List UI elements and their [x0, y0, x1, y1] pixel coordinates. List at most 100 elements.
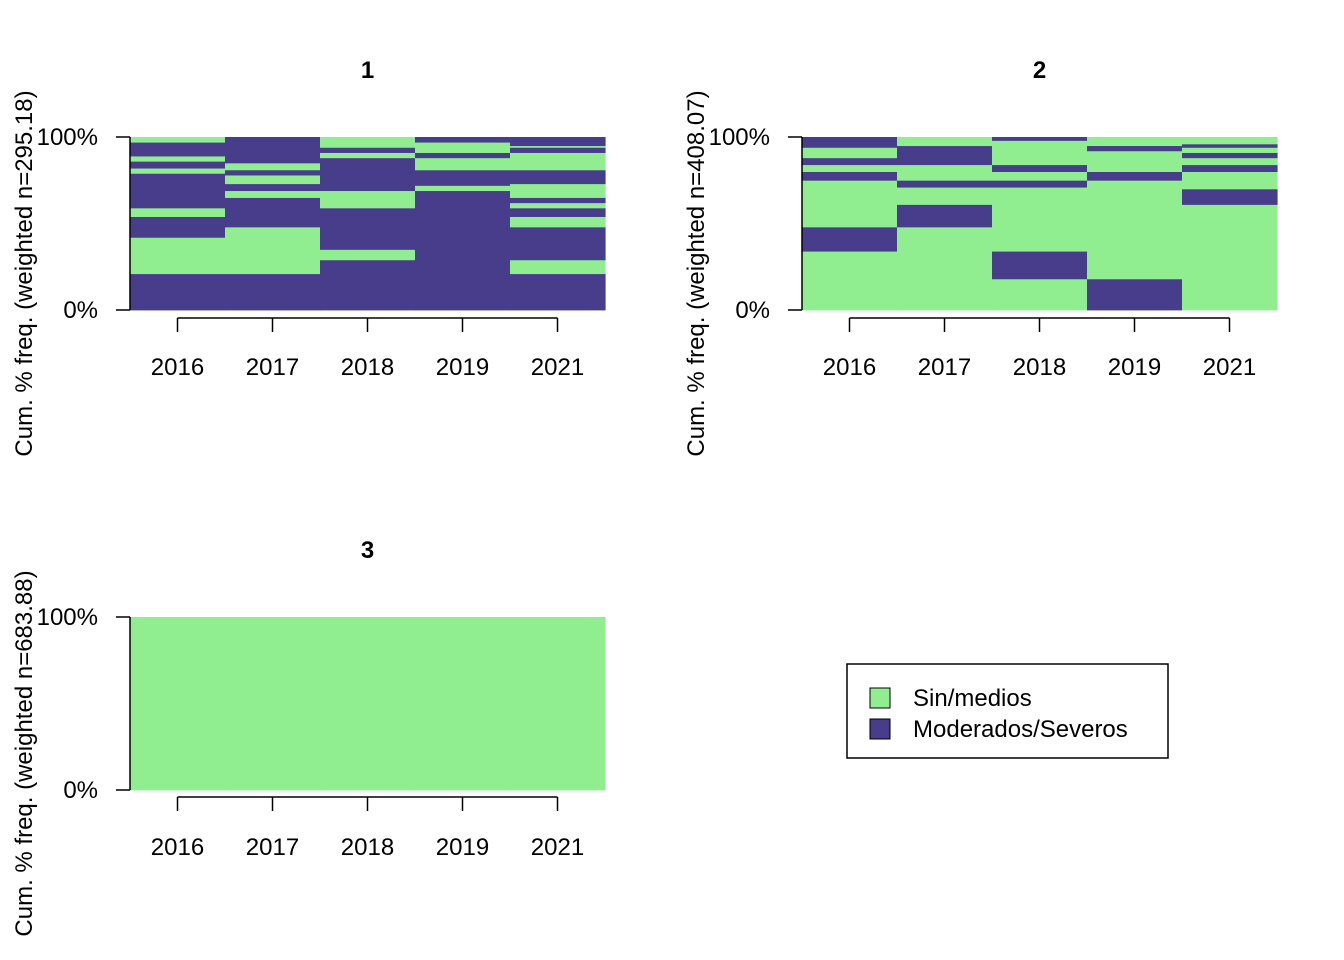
bar-segment-2018-6 — [320, 147, 416, 153]
bar-segment-2021-0 — [510, 273, 606, 311]
bar-segment-2021-7 — [1182, 143, 1278, 148]
panel-title: 1 — [361, 57, 374, 84]
bar-segment-2016-0 — [130, 617, 226, 791]
bar-segment-2016-5 — [130, 168, 226, 174]
bar-segment-2019-1 — [1087, 180, 1183, 280]
y-tick-label-0: 0% — [63, 777, 98, 804]
legend-swatch-0 — [869, 687, 891, 709]
bar-segment-2018-6 — [992, 140, 1088, 166]
bar-segment-2017-1 — [225, 226, 321, 275]
y-tick-label-0: 0% — [63, 297, 98, 324]
x-tick-label-2016: 2016 — [151, 834, 204, 861]
bar-segment-2017-0 — [225, 617, 321, 791]
bar-segment-2018-7 — [320, 137, 416, 148]
bar-segment-2019-0 — [415, 190, 511, 311]
bar-segment-2021-3 — [1182, 164, 1278, 172]
bar-segment-2021-9 — [510, 152, 606, 171]
bar-segment-2018-7 — [992, 137, 1088, 141]
bar-segment-2017-4 — [897, 164, 993, 181]
bar-segment-2016-1 — [802, 226, 898, 252]
legend-label-0: Sin/medios — [913, 685, 1032, 712]
bar-segment-2019-4 — [1087, 145, 1183, 152]
bar-segment-2019-2 — [415, 169, 511, 186]
legend-label-1: Moderados/Severos — [913, 716, 1128, 743]
bar-segment-2016-6 — [802, 147, 898, 159]
bar-segment-2019-5 — [1087, 137, 1183, 147]
bar-segment-2017-0 — [897, 226, 993, 311]
panel-title: 3 — [361, 537, 374, 564]
bar-segment-2021-0 — [1182, 204, 1278, 311]
bar-segment-2019-2 — [1087, 171, 1183, 181]
y-axis-label: Cum. % freq. (weighted n=295.18) — [11, 90, 38, 456]
panel-2: 2 0% 100% 2016 2017 2018 2019 2021 Cum. % freq. … — [683, 57, 1278, 457]
bar-segment-2021-0 — [510, 617, 606, 791]
legend: Sin/medios Moderados/Severos — [846, 663, 1169, 759]
y-tick-label-1: 100% — [709, 124, 770, 151]
x-tick-label-2018: 2018 — [1013, 354, 1066, 381]
bar-segment-2019-6 — [415, 137, 511, 143]
bar-segment-2017-6 — [225, 169, 321, 176]
x-tick-label-2016: 2016 — [823, 354, 876, 381]
bar-segment-2021-2 — [1182, 171, 1278, 190]
bar-segment-2018-1 — [992, 251, 1088, 280]
bar-segment-2018-3 — [992, 180, 1088, 188]
bar-segment-2017-2 — [897, 187, 993, 205]
x-tick-label-2021: 2021 — [1203, 354, 1256, 381]
y-tick-label-1: 100% — [37, 124, 98, 151]
bar-segment-2016-3 — [130, 207, 226, 217]
bar-segment-2017-3 — [225, 190, 321, 198]
bar-segment-2018-3 — [320, 190, 416, 209]
y-axis-label: Cum. % freq. (weighted n=683.88) — [11, 570, 38, 936]
x-tick-label-2017: 2017 — [246, 834, 299, 861]
x-tick-label-2019: 2019 — [436, 834, 489, 861]
bar-segment-2021-10 — [510, 147, 606, 153]
bar-segment-2016-7 — [802, 137, 898, 148]
bar-segment-2021-6 — [1182, 147, 1278, 153]
bar-segment-2016-5 — [802, 157, 898, 166]
bar-segment-2021-3 — [510, 216, 606, 228]
bar-segment-2016-2 — [130, 216, 226, 238]
bar-segment-2021-2 — [510, 226, 606, 261]
x-tick-label-2019: 2019 — [436, 354, 489, 381]
bar-segment-2021-12 — [510, 137, 606, 147]
bar-segment-2017-7 — [225, 162, 321, 171]
bar-segment-2017-5 — [897, 145, 993, 166]
x-tick-label-2021: 2021 — [531, 354, 584, 381]
bar-segment-2016-4 — [130, 173, 226, 209]
bar-segment-2021-1 — [510, 259, 606, 275]
bar-segment-2019-5 — [415, 142, 511, 153]
y-axis-label: Cum. % freq. (weighted n=408.07) — [683, 90, 710, 456]
bar-segment-2017-0 — [225, 273, 321, 311]
y-tick-label-0: 0% — [735, 297, 770, 324]
bar-segment-2018-1 — [320, 249, 416, 261]
bar-segment-2017-8 — [225, 137, 321, 164]
bar-segment-2016-3 — [802, 171, 898, 181]
x-tick-label-2021: 2021 — [531, 834, 584, 861]
bar-segment-2021-7 — [510, 183, 606, 198]
bar-segment-2019-1 — [415, 185, 511, 192]
bar-segment-2019-3 — [1087, 150, 1183, 172]
bar-segment-2021-8 — [510, 169, 606, 185]
bar-segment-2021-4 — [510, 207, 606, 217]
bar-segment-2016-6 — [130, 161, 226, 169]
bar-segment-2021-11 — [510, 145, 606, 148]
bar-segment-2021-5 — [510, 202, 606, 209]
bar-segment-2016-8 — [130, 142, 226, 157]
y-tick-label-1: 100% — [37, 604, 98, 631]
x-tick-label-2018: 2018 — [341, 354, 394, 381]
bar-segment-2017-6 — [897, 137, 993, 147]
bar-segment-2021-6 — [510, 197, 606, 204]
bar-segment-2016-7 — [130, 156, 226, 162]
bar-segment-2019-0 — [1087, 278, 1183, 311]
bar-segment-2018-2 — [320, 207, 416, 250]
bar-segment-2016-0 — [802, 251, 898, 311]
bar-segment-2016-2 — [802, 180, 898, 228]
x-tick-label-2016: 2016 — [151, 354, 204, 381]
bar-segment-2021-5 — [1182, 152, 1278, 159]
bar-segment-2019-4 — [415, 152, 511, 159]
bar-segment-2016-4 — [802, 164, 898, 172]
bar-segment-2021-1 — [1182, 188, 1278, 205]
panel-3: 3 0% 100% 2016 2017 2018 2019 2021 Cum. % freq. … — [11, 537, 606, 937]
bar-segment-2021-4 — [1182, 157, 1278, 166]
bar-segment-2016-0 — [130, 273, 226, 311]
